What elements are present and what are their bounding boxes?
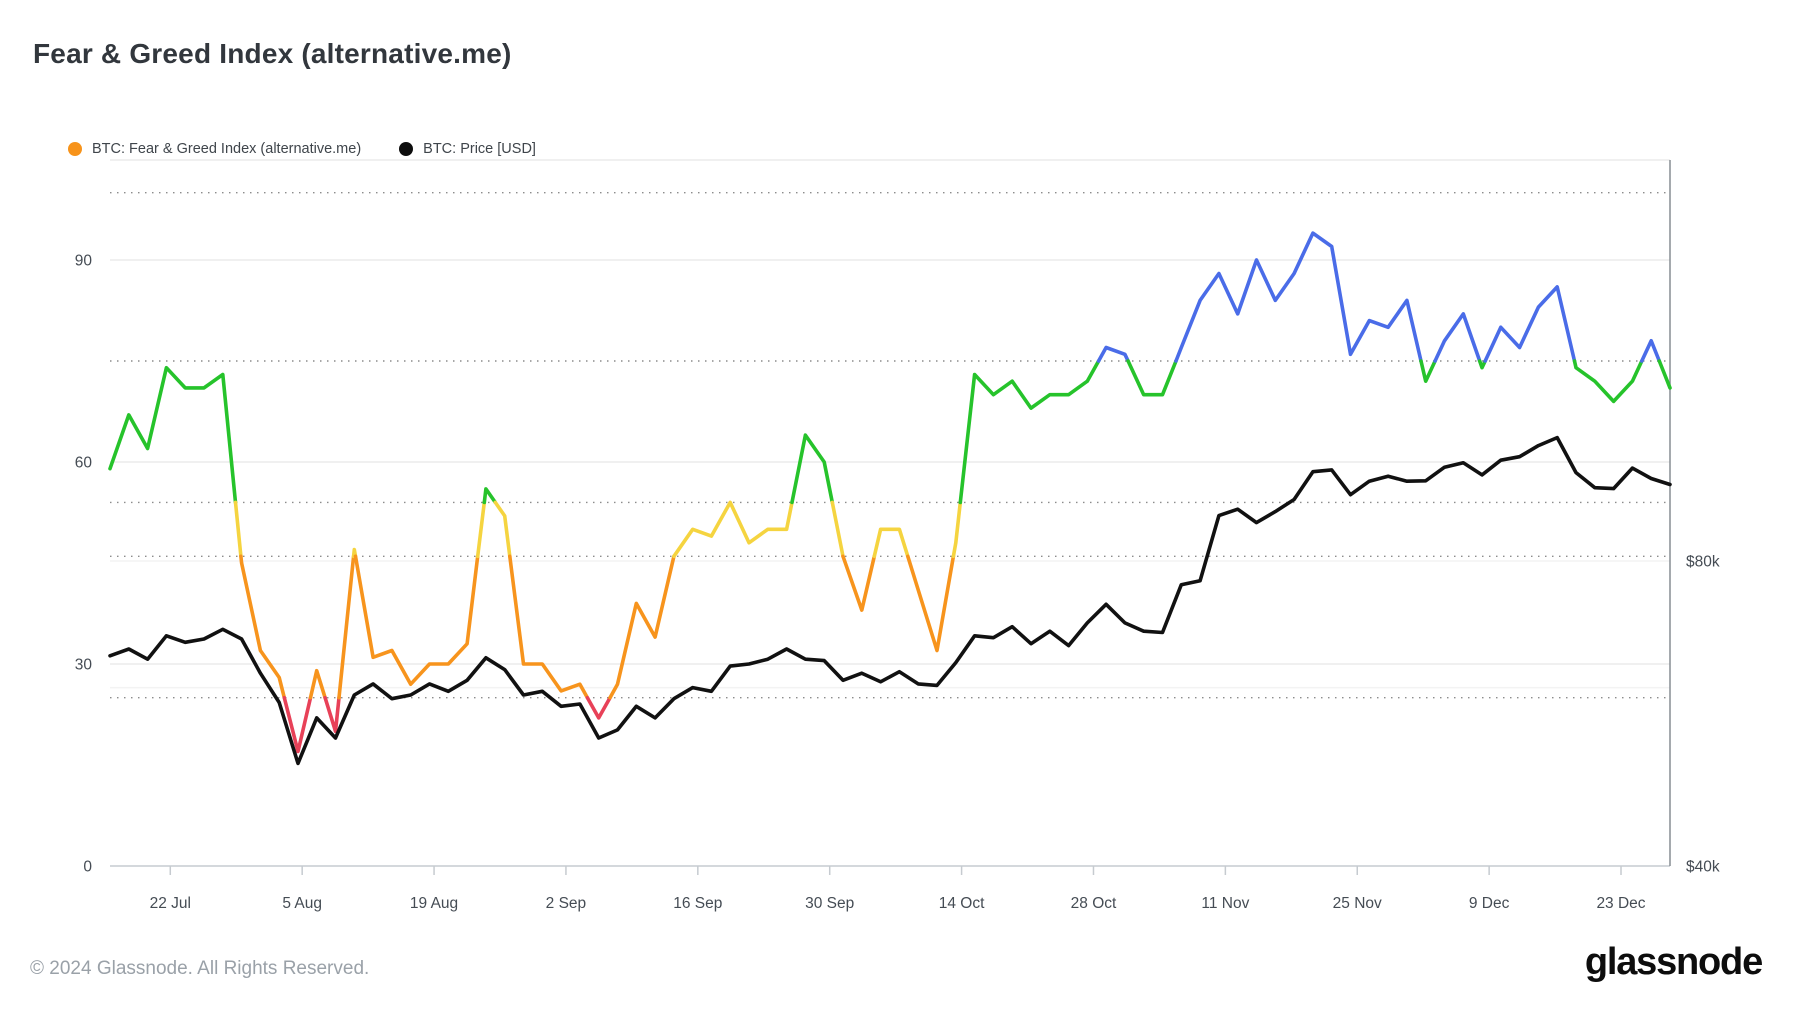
fg-series-segment-greed[interactable]	[1419, 359, 1437, 383]
x-tick-label: 5 Aug	[282, 895, 322, 912]
fg-series-segment-extreme-greed[interactable]	[1483, 285, 1577, 363]
fg-series-segment-extreme-greed[interactable]	[1174, 231, 1423, 363]
glassnode-logo: glassnode	[1584, 941, 1763, 983]
y-right-label-80k: $80k	[1686, 554, 1720, 571]
y-left-label-30: 30	[75, 657, 93, 674]
fg-series-segment-fear[interactable]	[337, 554, 356, 700]
fg-series-segment-extreme-fear[interactable]	[585, 695, 612, 720]
legend-label: BTC: Price [USD]	[423, 141, 536, 157]
x-tick-label: 19 Aug	[410, 895, 458, 912]
fg-series-segment-fear[interactable]	[906, 554, 956, 653]
fg-series-segment-neutral[interactable]	[493, 500, 512, 559]
y-left-label-90: 90	[75, 253, 93, 270]
price-legend-dot-icon	[399, 142, 414, 156]
fg-series-segment-greed[interactable]	[958, 359, 1101, 505]
fg-series-segment-neutral[interactable]	[351, 547, 358, 559]
legend-item-price[interactable]: BTC: Price [USD]	[399, 141, 536, 157]
legend-label: BTC: Fear & Greed Index (alternative.me)	[92, 141, 362, 157]
x-tick-label: 9 Dec	[1469, 895, 1510, 912]
y-right-label-40k: $40k	[1686, 859, 1720, 876]
x-tick-label: 14 Oct	[939, 895, 985, 912]
fg-series-segment-greed[interactable]	[1477, 359, 1487, 370]
fear-greed-legend-dot-icon	[68, 142, 82, 156]
copyright-text: © 2024 Glassnode. All Rights Reserved.	[30, 958, 370, 979]
y-left-label-60: 60	[75, 455, 93, 472]
fg-series-segment-extreme-greed[interactable]	[1096, 345, 1130, 363]
fg-series-segment-extreme-fear[interactable]	[282, 695, 313, 754]
fg-series-segment-fear[interactable]	[308, 668, 327, 700]
fg-series-segment-extreme-greed[interactable]	[1640, 339, 1662, 363]
fg-series-segment-greed[interactable]	[1572, 359, 1644, 404]
fg-series-segment-fear[interactable]	[353, 554, 480, 686]
legend-item-fear-greed[interactable]: BTC: Fear & Greed Index (alternative.me)	[68, 141, 361, 157]
fg-series-segment-fear[interactable]	[608, 554, 676, 700]
fg-series-segment-greed[interactable]	[108, 365, 238, 505]
fg-series-segment-fear[interactable]	[841, 554, 877, 612]
x-tick-label: 23 Dec	[1596, 895, 1645, 912]
fg-series-segment-neutral[interactable]	[951, 500, 963, 559]
fg-series-segment-greed[interactable]	[1126, 359, 1178, 397]
x-tick-label: 25 Nov	[1333, 895, 1382, 912]
fg-series-segment-greed[interactable]	[482, 487, 498, 505]
x-tick-label: 16 Sep	[673, 895, 722, 912]
y-left-label-0: 0	[83, 859, 92, 876]
x-tick-label: 28 Oct	[1071, 895, 1117, 912]
fg-series-segment-neutral[interactable]	[233, 500, 243, 559]
fg-series-segment-fear[interactable]	[508, 554, 590, 700]
fg-series-segment-neutral[interactable]	[475, 500, 487, 559]
fg-series-segment-extreme-fear[interactable]	[323, 695, 341, 734]
fg-series-segment-fear[interactable]	[239, 554, 287, 700]
x-tick-label: 2 Sep	[546, 895, 587, 912]
fg-series-segment-extreme-greed[interactable]	[1433, 312, 1482, 363]
x-tick-label: 30 Sep	[805, 895, 854, 912]
page-title: Fear & Greed Index (alternative.me)	[33, 38, 512, 69]
fg-series-segment-greed[interactable]	[790, 433, 835, 505]
fg-series-segment-greed[interactable]	[1657, 359, 1672, 390]
fg-series-segment-neutral[interactable]	[672, 500, 794, 559]
price-series[interactable]	[108, 435, 1672, 766]
fg-series-segment-neutral[interactable]	[830, 500, 845, 559]
legend: BTC: Fear & Greed Index (alternative.me)…	[68, 141, 536, 157]
x-tick-label: 11 Nov	[1201, 895, 1249, 912]
fg-series-segment-neutral[interactable]	[872, 527, 910, 559]
x-tick-label: 22 Jul	[150, 895, 191, 912]
